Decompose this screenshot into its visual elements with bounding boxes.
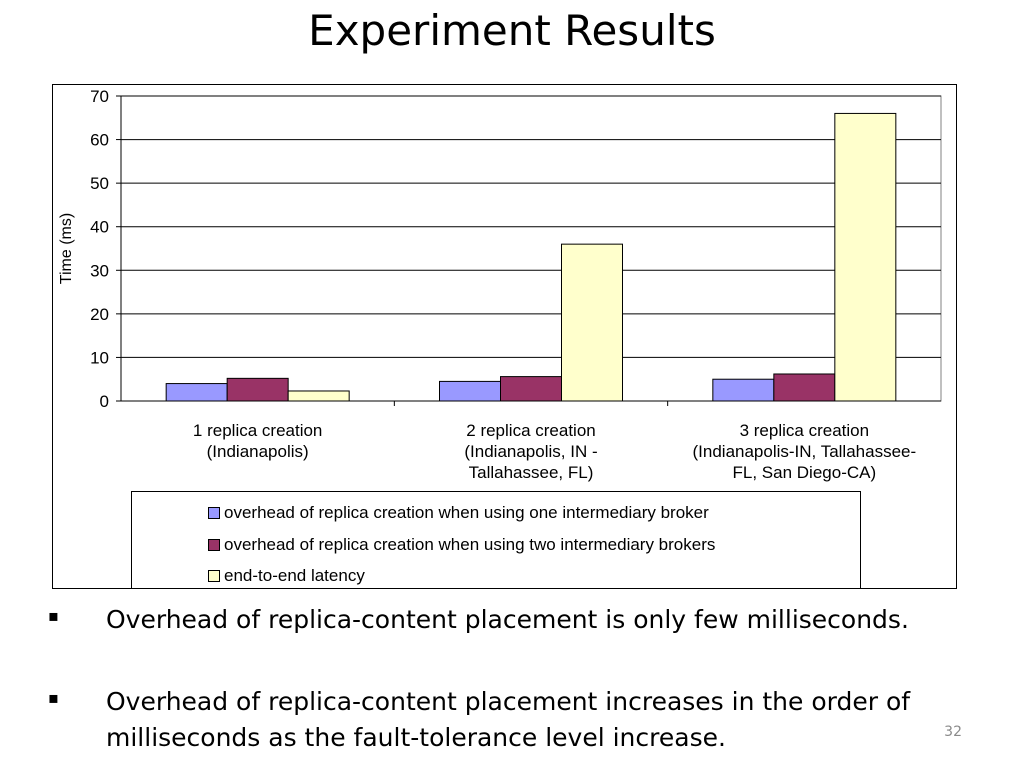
- y-tick-label: 60: [90, 131, 109, 150]
- x-category-label: 1 replica creation: [193, 421, 322, 440]
- legend-item-series-1: overhead of replica creation when using …: [208, 502, 709, 524]
- bar-series-2-category-1: [226, 377, 289, 402]
- legend-label-series-1: overhead of replica creation when using …: [224, 503, 709, 522]
- bar-series-2-category-2: [500, 376, 562, 402]
- page-number: 32: [944, 724, 962, 740]
- x-category-label: 2 replica creation: [466, 421, 595, 440]
- x-category-label: (Indianapolis, IN -: [464, 442, 597, 461]
- x-category-label: FL, San Diego-CA): [733, 463, 877, 482]
- legend-item-series-3: end-to-end latency: [208, 565, 365, 587]
- legend-item-series-2: overhead of replica creation when using …: [208, 534, 715, 556]
- slide-title: Experiment Results: [308, 6, 716, 55]
- bar-series-2-category-3: [773, 373, 836, 402]
- bar-series-3-category-1: [287, 390, 350, 402]
- y-tick-label: 10: [90, 348, 109, 367]
- bar-series-3-category-2: [561, 243, 623, 402]
- x-category-label: (Indianapolis): [207, 442, 309, 461]
- legend-swatch-series-3: [208, 570, 220, 582]
- legend-label-series-2: overhead of replica creation when using …: [224, 535, 716, 554]
- y-tick-label: 30: [90, 261, 109, 280]
- chart-frame: 0 10 20 30 40 50 60 70 Time (ms) 1 replica creati…: [52, 84, 957, 589]
- bullet-marker: ▪: [48, 606, 59, 625]
- x-category-label: Tallahassee, FL): [469, 463, 594, 482]
- bullet-text: Overhead of replica-content placement is…: [106, 605, 909, 634]
- bullet-marker: ▪: [48, 688, 59, 707]
- y-axis-label: Time (ms): [58, 213, 75, 284]
- y-tick-label: 20: [90, 305, 109, 324]
- bar-series-1-category-1: [165, 383, 228, 402]
- legend-label-series-3: end-to-end latency: [224, 566, 365, 585]
- bar-series-1-category-2: [439, 380, 501, 402]
- bar-series-3-category-3: [834, 112, 897, 402]
- x-category-label: 3 replica creation: [740, 421, 869, 440]
- bullet-text: Overhead of replica-content placement in…: [106, 687, 911, 752]
- chart-legend: overhead of replica creation when using …: [131, 491, 861, 589]
- x-category-label: (Indianapolis-IN, Tallahassee-: [693, 442, 917, 461]
- plot-area: [120, 95, 942, 402]
- y-tick-label: 40: [90, 218, 109, 237]
- bar-chart: 0 10 20 30 40 50 60 70 Time (ms) 1 replica creati…: [58, 87, 942, 482]
- y-tick-label: 50: [90, 174, 109, 193]
- legend-swatch-series-2: [208, 539, 220, 551]
- legend-swatch-series-1: [208, 507, 220, 519]
- y-tick-label: 0: [100, 392, 109, 411]
- bar-series-1-category-3: [712, 378, 775, 402]
- y-tick-label: 70: [90, 87, 109, 106]
